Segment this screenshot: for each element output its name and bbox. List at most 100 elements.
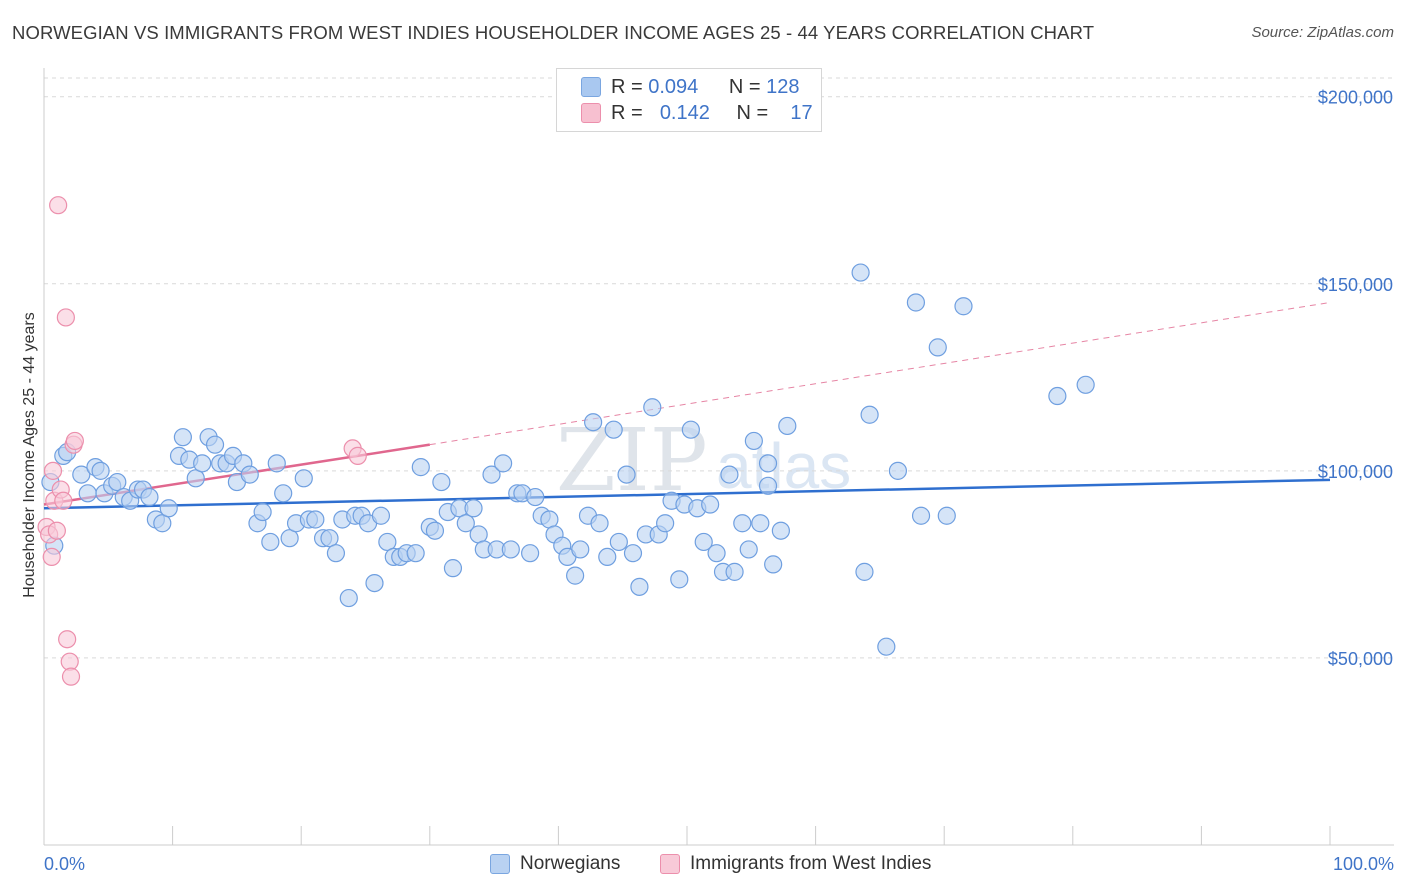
point-s0-62 (443, 559, 463, 578)
legend-swatch-norwegians (581, 77, 601, 97)
point-s0-84 (584, 413, 603, 432)
point-s0-95 (656, 514, 675, 533)
point-s0-114 (778, 416, 797, 436)
point-s0-7 (91, 461, 110, 480)
point-s0-23 (193, 454, 212, 473)
point-s0-18 (159, 499, 178, 518)
point-s0-60 (432, 472, 451, 492)
point-s0-112 (764, 555, 783, 574)
point-s0-34 (261, 532, 280, 552)
point-s0-82 (571, 540, 590, 559)
point-s0-124 (954, 297, 973, 316)
point-s0-116 (855, 562, 874, 581)
point-s0-93 (643, 398, 662, 417)
point-s0-126 (1076, 375, 1095, 394)
point-s0-109 (744, 431, 763, 451)
x-tick-label-0: 0.0% (44, 854, 85, 874)
point-s0-101 (694, 532, 713, 552)
point-s0-56 (406, 544, 425, 563)
y-tick-label-100000: $100,000 (1318, 462, 1393, 482)
point-s0-44 (326, 544, 346, 563)
point-s0-110 (751, 514, 770, 533)
point-s1-8 (54, 491, 73, 510)
point-s1-2 (42, 547, 61, 567)
y-tick-label-200000: $200,000 (1318, 88, 1393, 108)
chart-title: NORWEGIAN VS IMMIGRANTS FROM WEST INDIES… (12, 22, 1095, 43)
source-credit: Source: ZipAtlas.com (1251, 24, 1394, 41)
point-s0-74 (521, 544, 540, 563)
bottom-legend-west-indies: Immigrants from West Indies (660, 852, 931, 876)
point-s0-33 (253, 502, 272, 522)
point-s0-37 (280, 529, 299, 548)
axes: $50,000 $100,000 $150,000 $200,000 0.0% 100.0… (43, 68, 1394, 874)
point-s0-5 (78, 484, 97, 503)
y-tick-label-50000: $50,000 (1328, 649, 1393, 669)
point-s0-103 (707, 544, 726, 563)
trend-extension-1 (429, 301, 1331, 446)
point-s0-59 (425, 521, 445, 540)
point-s0-70 (494, 454, 513, 473)
legend-r-label: R = (611, 75, 643, 98)
point-s0-87 (604, 420, 623, 439)
trend-line-0 (43, 478, 1331, 510)
point-s0-43 (320, 529, 339, 548)
point-s0-123 (937, 506, 956, 525)
point-s0-105 (720, 465, 739, 484)
point-s0-50 (365, 573, 384, 593)
point-s0-86 (598, 547, 617, 567)
point-s0-65 (464, 499, 483, 518)
point-s1-3 (43, 461, 63, 480)
point-s0-102 (701, 495, 720, 514)
point-s0-90 (623, 544, 643, 563)
point-s0-97 (670, 570, 689, 589)
point-s0-115 (851, 263, 870, 282)
legend-r-label: R = (611, 101, 643, 124)
point-s1-9 (56, 308, 75, 327)
bottom-legend-label-west-indies: Immigrants from West Indies (690, 853, 932, 874)
y-tick-label-150000: $150,000 (1318, 275, 1393, 295)
point-s1-6 (49, 196, 68, 215)
point-s0-57 (411, 458, 430, 477)
point-s0-89 (617, 465, 636, 484)
point-s0-111 (758, 454, 778, 473)
point-s0-108 (739, 540, 758, 559)
point-s0-22 (186, 469, 205, 488)
point-s0-106 (725, 562, 744, 581)
legend-r-value: 0.142 (659, 101, 710, 124)
point-s0-119 (888, 461, 908, 480)
x-tick-label-100: 100.0% (1333, 854, 1394, 874)
legend-n-label: N = (736, 101, 769, 124)
point-s0-107 (733, 514, 752, 533)
point-s0-64 (456, 514, 475, 533)
point-s0-118 (877, 637, 896, 656)
point-s0-41 (306, 510, 325, 529)
point-s0-17 (153, 514, 172, 533)
point-s1-10 (58, 630, 77, 649)
point-s0-99 (681, 420, 700, 439)
point-s0-81 (566, 566, 585, 585)
point-s0-122 (928, 338, 947, 357)
point-s0-91 (630, 577, 649, 596)
point-s0-35 (267, 454, 286, 473)
point-s0-85 (590, 514, 609, 533)
point-s0-127 (758, 476, 778, 495)
point-s1-16 (348, 446, 367, 465)
bottom-legend-label-norwegians: Norwegians (520, 853, 621, 874)
point-s0-75 (526, 487, 545, 507)
point-s0-25 (205, 435, 225, 454)
bottom-legend-norwegians: Norwegians (490, 852, 620, 876)
point-s0-125 (1048, 386, 1067, 406)
point-s0-117 (860, 405, 879, 424)
point-s1-5 (47, 521, 66, 540)
point-s0-51 (371, 506, 391, 525)
y-axis-label: Householder Income Ages 25 - 44 years (21, 312, 38, 598)
point-s1-14 (65, 431, 84, 451)
bottom-legend-swatch-west-indies (660, 854, 680, 874)
point-s1-12 (61, 667, 81, 686)
point-s0-46 (339, 588, 358, 608)
point-s1-11 (60, 652, 79, 671)
bottom-legend-swatch-norwegians (490, 854, 510, 874)
point-s0-71 (501, 540, 520, 559)
point-s0-4 (72, 465, 91, 484)
point-s0-36 (274, 484, 293, 503)
